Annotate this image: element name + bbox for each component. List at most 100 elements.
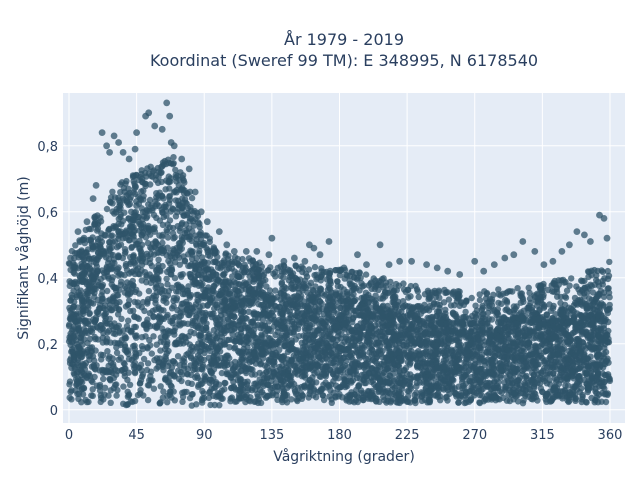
- data-point: [120, 383, 127, 390]
- data-point: [163, 275, 170, 282]
- data-point: [106, 263, 114, 270]
- data-point: [395, 349, 402, 356]
- data-point: [386, 372, 393, 379]
- data-point: [249, 291, 257, 299]
- data-point: [571, 352, 579, 359]
- data-point: [146, 377, 153, 384]
- data-point: [164, 392, 171, 400]
- data-point: [320, 396, 328, 404]
- data-point: [184, 287, 192, 294]
- data-point: [259, 349, 266, 357]
- data-point: [494, 335, 501, 342]
- data-point: [556, 343, 564, 350]
- data-point: [102, 306, 109, 313]
- data-point: [587, 353, 594, 360]
- data-point: [210, 282, 218, 290]
- data-point: [434, 365, 441, 372]
- data-point: [212, 301, 219, 308]
- data-point: [131, 345, 138, 353]
- data-point: [475, 369, 483, 376]
- data-point: [104, 287, 111, 295]
- data-point: [186, 341, 194, 348]
- data-point: [160, 328, 167, 336]
- data-point: [420, 320, 427, 327]
- data-point: [533, 351, 540, 358]
- data-point: [195, 298, 202, 305]
- data-point: [391, 384, 398, 391]
- data-point: [88, 377, 95, 384]
- data-point: [165, 257, 172, 265]
- data-point: [306, 377, 313, 384]
- data-point: [150, 313, 157, 321]
- data-point: [272, 331, 279, 339]
- data-point: [442, 352, 449, 360]
- data-point: [325, 383, 333, 390]
- data-point: [531, 384, 538, 391]
- data-point: [231, 358, 239, 366]
- data-point: [292, 362, 299, 370]
- data-point: [460, 373, 467, 381]
- data-point: [335, 393, 342, 400]
- data-point: [251, 322, 258, 329]
- data-point: [594, 332, 601, 339]
- data-point: [193, 401, 200, 408]
- data-point: [113, 268, 121, 275]
- data-point: [127, 259, 135, 266]
- data-point: [91, 357, 98, 364]
- data-point: [132, 332, 139, 339]
- data-point: [224, 352, 231, 359]
- data-point: [356, 363, 363, 371]
- data-point: [193, 314, 200, 321]
- data-point: [137, 379, 144, 387]
- data-point: [121, 365, 128, 372]
- data-point: [464, 347, 471, 354]
- data-point: [500, 356, 507, 363]
- data-point: [461, 384, 468, 392]
- data-point: [121, 333, 128, 340]
- data-point: [98, 292, 105, 299]
- data-point: [125, 317, 132, 324]
- data-point: [227, 398, 234, 405]
- data-point: [489, 340, 496, 348]
- data-point: [153, 200, 161, 208]
- data-point: [559, 326, 566, 333]
- data-point: [564, 397, 571, 404]
- data-point: [144, 360, 152, 367]
- data-point: [97, 322, 104, 329]
- data-point: [208, 369, 216, 376]
- data-point: [436, 393, 444, 400]
- data-point: [353, 393, 361, 400]
- data-point: [602, 316, 609, 323]
- data-point: [138, 258, 145, 265]
- data-point: [153, 355, 161, 362]
- data-point: [236, 358, 244, 366]
- data-point: [177, 312, 184, 320]
- data-point: [146, 271, 153, 278]
- data-point: [599, 389, 606, 397]
- data-point: [237, 394, 244, 402]
- data-point: [150, 225, 158, 233]
- data-point: [293, 349, 301, 357]
- data-point: [406, 379, 414, 386]
- data-point: [454, 337, 461, 345]
- data-point: [373, 395, 380, 402]
- data-point: [348, 397, 355, 405]
- data-point: [138, 250, 145, 257]
- data-point: [156, 217, 164, 224]
- data-point: [144, 207, 151, 214]
- data-point: [270, 361, 278, 368]
- data-point: [118, 315, 125, 322]
- data-point: [326, 302, 333, 309]
- data-point: [162, 186, 169, 193]
- data-point: [178, 221, 185, 228]
- data-point: [95, 254, 102, 261]
- data-point: [124, 393, 132, 400]
- data-point: [225, 290, 233, 298]
- data-point: [343, 395, 350, 403]
- data-point: [459, 378, 466, 386]
- data-point: [481, 358, 488, 365]
- data-point: [155, 363, 162, 370]
- data-point: [160, 195, 167, 202]
- data-point: [106, 245, 114, 253]
- data-point: [565, 340, 572, 348]
